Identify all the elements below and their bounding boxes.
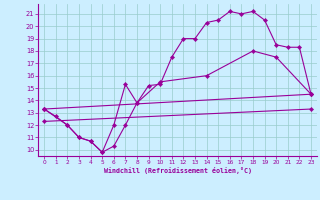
X-axis label: Windchill (Refroidissement éolien,°C): Windchill (Refroidissement éolien,°C) [104,167,252,174]
